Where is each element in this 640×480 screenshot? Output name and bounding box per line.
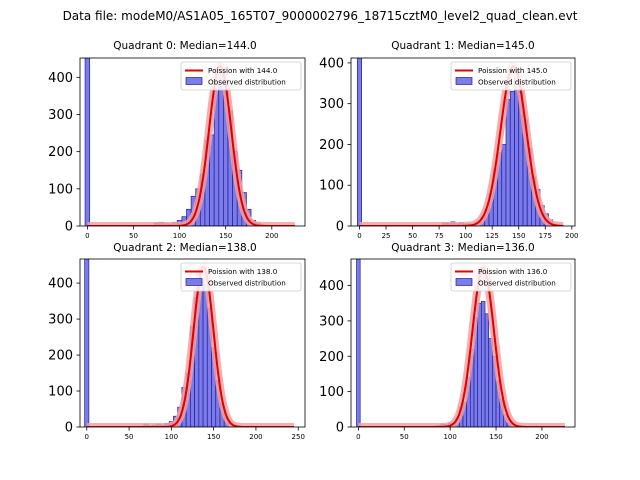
quadrant-2-y-tick-label: 200	[48, 349, 73, 364]
quadrant-0-hist-bar	[84, 58, 91, 226]
quadrant-0-hist-bar	[218, 69, 224, 226]
quadrant-1-hist-bar	[501, 144, 507, 226]
quadrant-1-hist-bar	[509, 91, 515, 226]
quadrant-0-title: Quadrant 0: Median=144.0	[113, 40, 256, 52]
quadrant-2-x-tick-label: 50	[125, 433, 134, 441]
quadrant-3-fit-line	[357, 266, 566, 427]
quadrant-1-x-tick-label: 175	[539, 232, 552, 240]
quadrant-3-legend-bar-swatch	[455, 278, 473, 286]
quadrant-3-legend-hist-label: Observed distribution	[478, 279, 556, 288]
quadrant-3-x-tick-label: 0	[356, 433, 360, 441]
quadrant-3-hist-bar	[481, 301, 486, 427]
quadrant-1-legend-bar-swatch	[455, 77, 473, 85]
quadrant-3-panel: Quadrant 3: Median=136.0 0 50 100 150 200 0 10…	[319, 242, 576, 441]
quadrant-3-hist-bar	[488, 338, 493, 427]
quadrant-3-title: Quadrant 3: Median=136.0	[391, 242, 534, 254]
quadrant-0-x-tick-label: 0	[85, 232, 89, 240]
quadrant-2-x-tick-label: 200	[249, 433, 262, 441]
quadrant-0-panel: Quadrant 0: Median=144.0 0 50 100 150 200 0 10…	[48, 40, 306, 240]
quadrant-1-hist-bar	[357, 58, 362, 226]
quadrant-1-y-tick-label: 400	[319, 56, 344, 71]
quadrant-1-axes-frame	[350, 57, 576, 227]
quadrant-1-y-tick-label: 300	[319, 97, 344, 112]
quadrant-1-legend: Poission with 145.0 Observed distribution	[450, 61, 572, 91]
quadrant-0-y-tick-label: 200	[48, 145, 73, 160]
quadrant-0-legend-box	[180, 61, 302, 91]
quadrant-3-y-tick-label: 200	[319, 350, 344, 365]
quadrant-3-legend: Poission with 136.0 Observed distribution	[450, 262, 572, 292]
quadrant-1-panel: Quadrant 1: Median=145.0 0 25 50 75 100 125 15…	[319, 40, 578, 240]
quadrant-2-x-tick-label: 0	[85, 433, 89, 441]
quadrant-2-legend-box	[180, 262, 302, 292]
quadrant-0-legend: Poission with 144.0 Observed distribution	[180, 61, 302, 91]
quadrant-3-axes-frame	[350, 258, 576, 428]
quadrant-3-hist-bar	[356, 259, 361, 427]
quadrant-1-y-tick-label: 0	[336, 220, 344, 235]
quadrant-1-x-tick-label: 125	[486, 232, 499, 240]
quadrant-2-x-tick-label: 150	[207, 433, 220, 441]
quadrant-0-y-tick-label: 0	[65, 220, 73, 235]
quadrant-2-legend: Poission with 138.0 Observed distribution	[180, 262, 302, 292]
quadrant-0-legend-bar-swatch	[185, 77, 203, 85]
quadrant-1-x-tick-label: 200	[565, 232, 578, 240]
quadrant-3-x-tick-label: 100	[443, 433, 456, 441]
quadrant-2-hist-bar	[84, 259, 90, 427]
quadrant-1-x-tick-label: 75	[435, 232, 444, 240]
quadrant-1-x-tick-label: 100	[459, 232, 472, 240]
quadrant-2-y-tick-label: 300	[48, 313, 73, 328]
quadrant-3-y-tick-label: 0	[336, 421, 344, 436]
quadrant-0-x-tick-label: 200	[265, 232, 278, 240]
quadrant-0-y-tick-label: 300	[48, 108, 73, 123]
quadrant-3-x-tick-label: 50	[400, 433, 409, 441]
quadrant-3-legend-fit-label: Poission with 136.0	[478, 267, 548, 276]
quadrant-1-legend-fit-label: Poission with 145.0	[478, 66, 548, 75]
quadrant-1-y-tick-label: 100	[319, 179, 344, 194]
quadrant-2-title: Quadrant 2: Median=138.0	[113, 242, 256, 254]
quadrant-2-x-tick-label: 250	[292, 433, 305, 441]
quadrant-0-axes-frame	[79, 57, 306, 227]
quadrant-2-legend-hist-label: Observed distribution	[208, 279, 286, 288]
quadrant-1-y-tick-label: 200	[319, 138, 344, 153]
quadrant-1-x-tick-label: 25	[382, 232, 391, 240]
quadrant-3-hist-bar	[484, 313, 490, 427]
quadrant-1-x-tick-label: 150	[512, 232, 525, 240]
quadrant-0-legend-hist-label: Observed distribution	[208, 78, 286, 87]
quadrant-0-legend-fit-label: Poission with 144.0	[208, 66, 278, 75]
quadrant-3-x-tick-label: 200	[535, 433, 548, 441]
quadrant-0-x-tick-label: 150	[219, 232, 232, 240]
figure-title: Data file: modeM0/AS1A05_165T07_90000027…	[63, 9, 578, 23]
quadrant-1-legend-hist-label: Observed distribution	[478, 78, 556, 87]
quadrant-3-legend-box	[450, 262, 572, 292]
quadrant-0-x-tick-label: 50	[129, 232, 138, 240]
quadrant-1-title: Quadrant 1: Median=145.0	[391, 40, 534, 52]
quadrant-3-y-tick-label: 400	[319, 279, 344, 294]
quadrant-2-fit-line	[86, 265, 295, 427]
quadrant-0-y-tick-label: 400	[48, 71, 73, 86]
quadrant-2-x-tick-label: 100	[165, 433, 178, 441]
quadrant-2-y-tick-label: 0	[65, 421, 73, 436]
quadrant-0-y-tick-label: 100	[48, 182, 73, 197]
quadrant-2-plot-area	[83, 259, 298, 427]
quadrant-0-x-tick-label: 100	[173, 232, 186, 240]
quadrant-2-legend-fit-label: Poission with 138.0	[208, 267, 278, 276]
quadrant-3-hist-bar	[477, 302, 482, 427]
quadrant-1-x-tick-label: 0	[357, 232, 361, 240]
quadrant-1-x-tick-label: 50	[408, 232, 417, 240]
quadrant-2-y-tick-label: 400	[48, 277, 73, 292]
quadrant-2-panel: Quadrant 2: Median=138.0 0 50 100 150 200 250…	[48, 242, 306, 441]
quadrant-3-y-tick-label: 100	[319, 385, 344, 400]
quadrant-1-hist-bar	[505, 99, 511, 226]
quadrant-3-y-tick-label: 300	[319, 314, 344, 329]
quadrant-2-y-tick-label: 100	[48, 385, 73, 400]
quadrant-2-legend-bar-swatch	[185, 278, 203, 286]
quadrant-2-axes-frame	[79, 258, 306, 428]
quadrant-1-legend-box	[450, 61, 572, 91]
quadrant-3-x-tick-label: 150	[489, 433, 502, 441]
